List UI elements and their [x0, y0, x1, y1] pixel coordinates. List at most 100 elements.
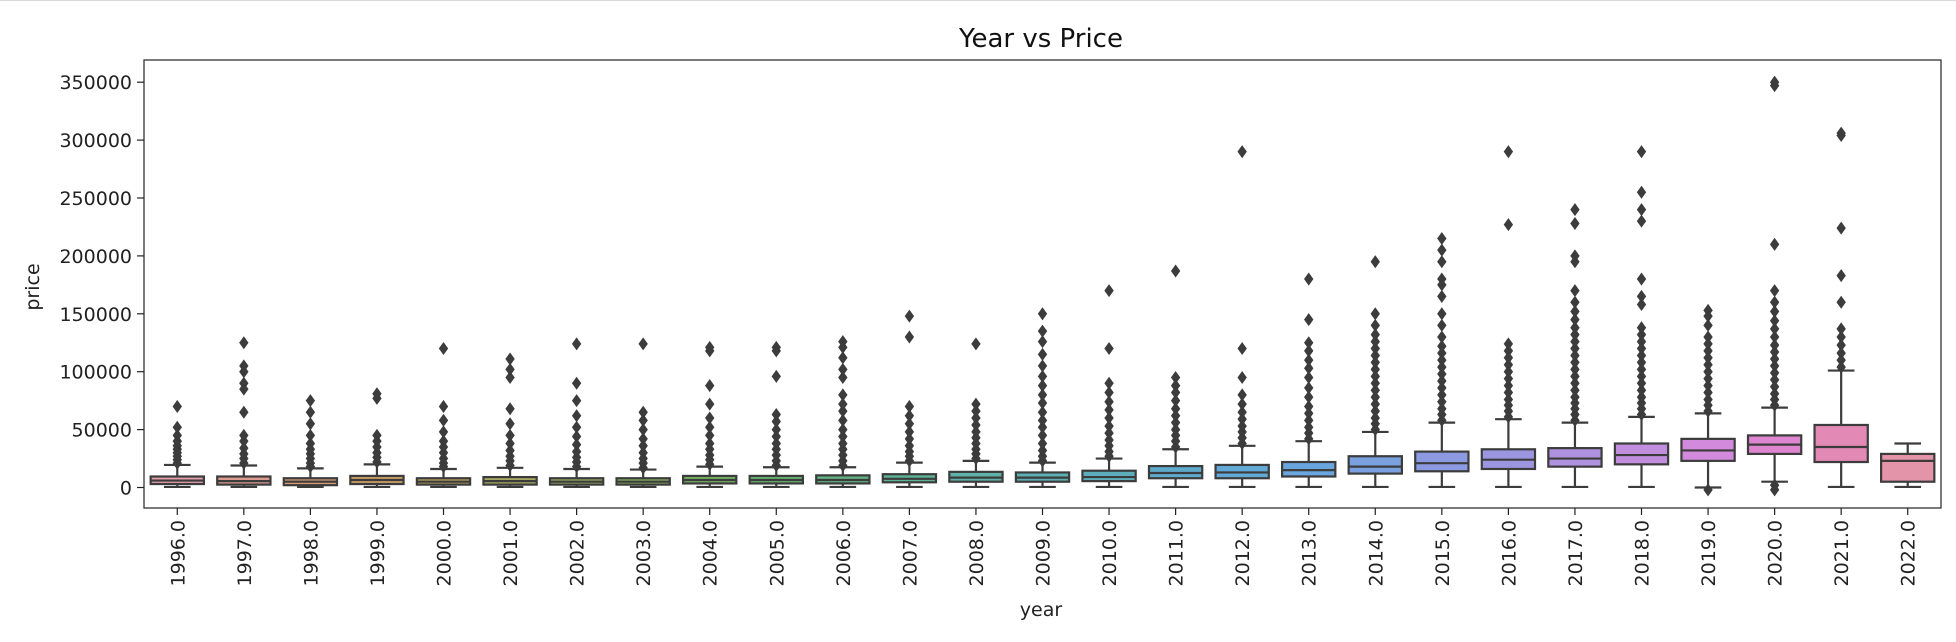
outlier-point: [904, 425, 915, 439]
outlier-point: [1636, 145, 1647, 159]
outlier-point: [1437, 307, 1447, 321]
outlier-point: [904, 399, 915, 413]
outlier-point: [838, 362, 848, 376]
outlier-point: [1703, 365, 1713, 379]
outlier-point: [1037, 307, 1048, 321]
outlier-point: [1769, 295, 1780, 309]
outlier-point: [172, 399, 182, 413]
outlier-point: [1570, 376, 1580, 390]
outlier-point: [1304, 406, 1314, 420]
outlier-point: [1370, 342, 1380, 356]
outlier-point: [1437, 339, 1447, 353]
box-2013.0: [1280, 272, 1337, 489]
x-tick-label: 2019.0: [1698, 520, 1720, 586]
outlier-point: [1570, 335, 1580, 349]
x-tick-label: 2002.0: [567, 520, 589, 586]
plot-frame: [143, 59, 1942, 509]
outlier-point: [571, 376, 582, 390]
outlier-point: [372, 428, 382, 442]
outlier-point: [1237, 419, 1247, 433]
iqr-box: [1347, 455, 1403, 475]
x-tick-label: 2013.0: [1299, 520, 1321, 586]
outlier-point: [1636, 289, 1647, 303]
y-axis: 0 50000 100000 150000 200000 250000 300000 3500…: [59, 72, 144, 500]
outlier-point: [1769, 345, 1780, 359]
x-tick-label: 2009.0: [1033, 520, 1055, 586]
outlier-point: [1237, 342, 1247, 356]
box-2009.0: [1014, 307, 1071, 489]
outlier-point: [971, 337, 981, 351]
outlier-point: [505, 352, 515, 366]
outlier-point: [1836, 295, 1846, 309]
outlier-point: [1037, 413, 1048, 427]
outlier-point: [1503, 218, 1514, 232]
outlier-point: [1636, 272, 1647, 286]
outlier-point: [705, 340, 715, 354]
outlier-point: [1636, 390, 1647, 404]
x-axis: 1996.0 1997.0 1998.0 1999.0 2000.0 2001.0 2002…: [167, 508, 1920, 586]
outlier-point: [505, 428, 515, 442]
outlier-point: [438, 413, 449, 427]
outlier-point: [1104, 411, 1114, 425]
outlier-point: [1503, 145, 1514, 159]
outlier-point: [1437, 360, 1447, 374]
outlier-point: [1636, 321, 1647, 335]
outlier-point: [1437, 243, 1447, 257]
outlier-point: [771, 408, 781, 422]
outlier-point: [1170, 379, 1181, 393]
outlier-point: [1503, 358, 1514, 372]
outlier-point: [1170, 264, 1181, 278]
outlier-point: [1703, 392, 1713, 407]
x-tick-label: 2004.0: [700, 520, 722, 586]
outlier-point: [1037, 420, 1048, 434]
outlier-point: [1370, 335, 1380, 349]
outlier-point: [1636, 355, 1647, 369]
outlier-point: [1437, 232, 1447, 246]
outlier-point: [1570, 383, 1580, 397]
box-2018.0: [1613, 145, 1670, 489]
outlier-point: [838, 335, 848, 349]
outlier-point: [1104, 433, 1114, 447]
outlier-point: [838, 404, 848, 418]
outlier-point: [1370, 404, 1380, 418]
outlier-point: [1570, 216, 1580, 230]
x-tick-label: 2001.0: [500, 520, 522, 586]
outlier-point: [1570, 321, 1580, 335]
box-2022.0: [1879, 442, 1936, 489]
outlier-point: [1437, 289, 1447, 303]
outlier-point: [1636, 203, 1647, 217]
outlier-point: [505, 443, 515, 457]
outlier-point: [1304, 353, 1314, 367]
outlier-point: [438, 399, 449, 413]
x-axis-label: year: [1020, 599, 1063, 621]
outlier-point: [1170, 370, 1181, 385]
outlier-point: [1703, 303, 1713, 317]
iqr-box: [1414, 450, 1470, 473]
outlier-point: [1104, 426, 1114, 440]
box-1996.0: [149, 399, 205, 489]
outlier-point: [1570, 390, 1580, 404]
box-2021.0: [1813, 126, 1869, 489]
outlier-point: [1437, 272, 1447, 286]
outlier-point: [1437, 346, 1447, 360]
outlier-point: [1570, 304, 1580, 318]
box-2014.0: [1347, 255, 1403, 489]
outlier-point: [971, 425, 981, 439]
outlier-point: [1370, 411, 1380, 425]
outlier-point: [638, 413, 648, 427]
x-tick-label: 2014.0: [1365, 520, 1387, 586]
box-2003.0: [615, 337, 671, 489]
outlier-point: [771, 423, 781, 437]
iqr-box: [1081, 469, 1137, 483]
outlier-point: [1437, 381, 1447, 395]
outlier-point: [1836, 126, 1846, 140]
outlier-point: [1636, 362, 1647, 376]
outlier-point: [705, 436, 715, 451]
outlier-point: [505, 362, 515, 376]
outlier-point: [1703, 483, 1713, 497]
outlier-point: [638, 423, 648, 437]
outlier-point: [1304, 272, 1314, 286]
outlier-point: [838, 413, 848, 427]
outlier-point: [1370, 348, 1380, 363]
outlier-point: [505, 402, 515, 416]
